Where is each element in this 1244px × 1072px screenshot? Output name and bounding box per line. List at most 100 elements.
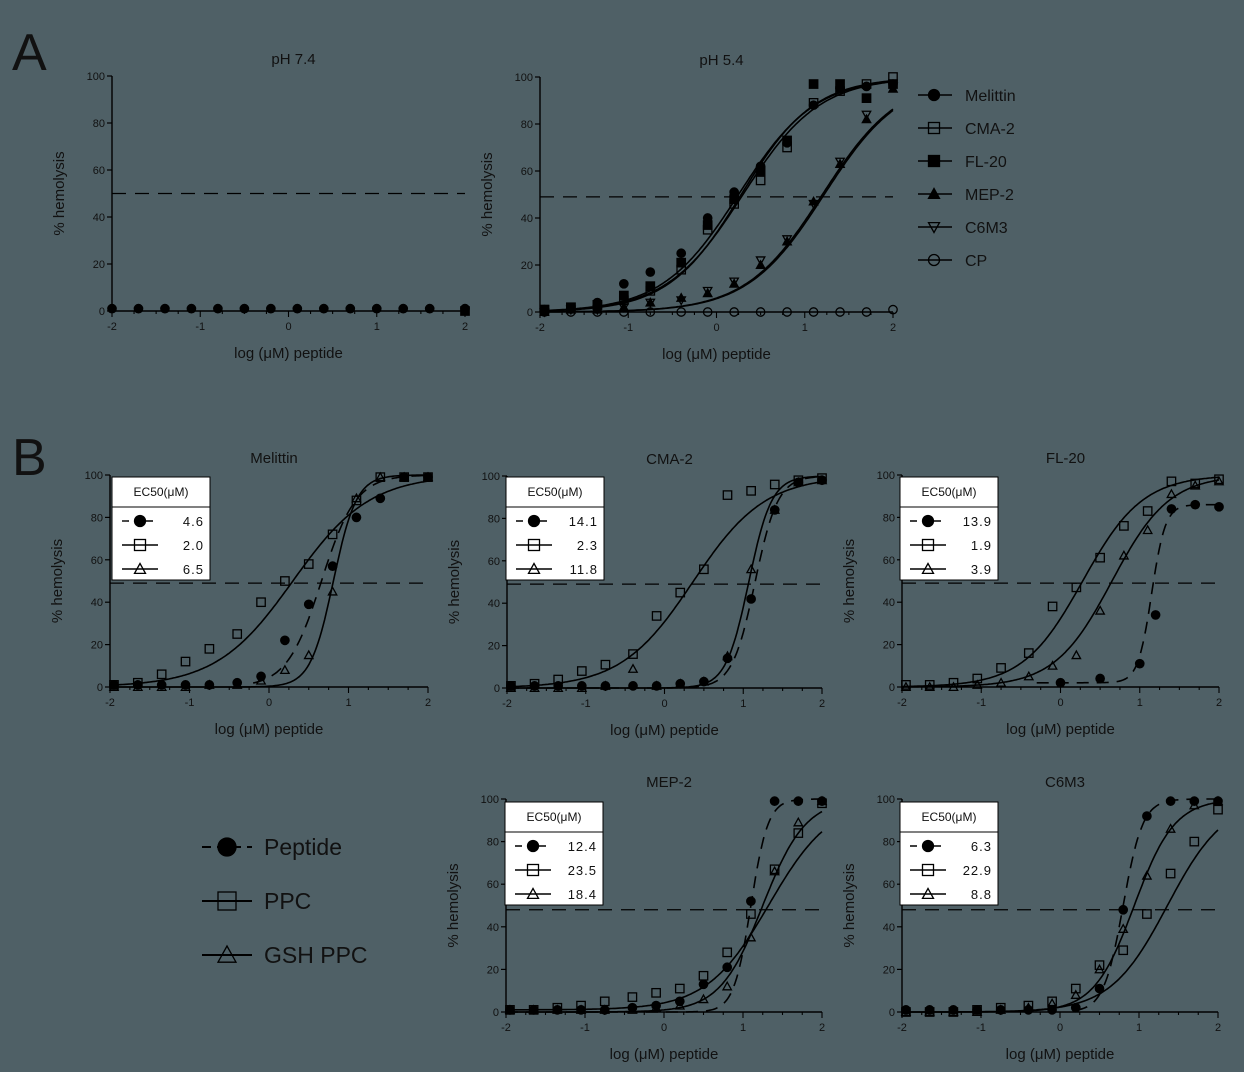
y-axis-label: % hemolysis [49,539,66,623]
data-point [398,471,410,482]
ec50-legend-marker [133,562,147,575]
data-point [702,286,713,297]
data-point [722,650,733,661]
ec50-legend: EC50(μM) 6.3 22.9 8.8 [899,801,999,906]
x-tick-label: -1 [185,697,195,709]
data-point [1118,945,1129,956]
x-tick-label: 1 [740,1022,746,1034]
chart-title: Melittin [250,450,298,467]
series-gsh-ppc [504,795,828,1014]
data-point [645,281,656,292]
data-point [1023,1002,1034,1012]
data-point [374,471,386,482]
ec50-value: 2.0 [183,538,204,553]
data-point [1212,795,1224,806]
ec50-legend-marker [133,514,147,528]
data-point [1213,804,1223,815]
data-point [645,267,656,277]
ec50-legend: EC50(μM) 4.6 2.0 6.5 [111,476,211,581]
ec50-value: 23.5 [568,863,597,878]
x-tick-label: -1 [976,697,986,709]
legend-label: GSH PPC [264,942,368,968]
fit-curve-peptide [1036,503,1219,684]
ec50-value: 11.8 [570,562,598,577]
data-point [808,79,819,89]
data-point [816,474,828,485]
data-point [327,561,338,572]
data-point [1214,474,1224,485]
data-point [318,303,329,314]
legend-label: MEP-2 [965,187,1014,204]
data-point [861,81,872,92]
data-point [1023,648,1034,658]
legend-marker [217,891,237,911]
data-point [627,992,638,1002]
data-point [156,681,167,692]
data-point [746,909,756,919]
legend-marker [927,187,941,200]
y-tick-label: 20 [521,260,533,272]
legend-label: Peptide [264,834,342,860]
plot-a-ph74: pH 7.4 0 20 40 60 80 100 -2 -1 0 1 2 log (μM) peptid… [51,51,470,362]
data-point [793,475,804,486]
y-tick-label: 80 [488,513,500,525]
x-axis-label: log (μM) peptide [234,345,343,362]
data-point [793,828,804,838]
data-point [808,98,819,108]
data-point [552,682,564,693]
y-tick-label: 100 [481,794,499,806]
data-point [1070,1002,1081,1013]
data-point [539,307,550,317]
data-point [1047,601,1058,612]
data-point [808,307,819,317]
data-point [676,307,687,317]
data-point [628,649,638,659]
data-point [1166,476,1177,487]
data-point [651,987,661,998]
ec50-legend: EC50(μM) 12.4 23.5 18.4 [504,801,604,906]
legend-label: CMA-2 [965,121,1015,138]
data-point [213,303,223,314]
y-tick-label: 20 [93,259,105,271]
y-tick-label: 20 [488,641,500,653]
data-point [924,680,935,690]
data-point [156,669,167,680]
data-point [698,676,710,686]
ec50-value: 6.5 [183,562,204,577]
y-tick-label: 80 [883,837,895,849]
data-point [204,679,215,689]
y-tick-label: 40 [521,213,533,225]
legend-item-mep-2: MEP-2 [918,187,1014,204]
data-point [861,93,872,103]
y-tick-label: 40 [883,922,895,934]
data-point [327,586,338,596]
data-point [422,471,434,482]
data-point [1047,996,1057,1007]
data-point [599,1004,611,1014]
y-axis-label: % hemolysis [841,863,858,947]
legend-marker [927,121,941,135]
x-tick-label: 0 [1057,697,1063,709]
x-tick-label: 1 [1137,697,1143,709]
data-point [1070,989,1082,999]
data-point [255,675,267,685]
data-point [729,194,740,205]
data-point [1118,550,1130,560]
data-point [755,175,766,186]
data-point [995,677,1007,687]
chart-title: pH 7.4 [271,51,315,68]
data-point [1190,478,1201,489]
ec50-legend: EC50(μM) 13.9 1.9 3.9 [899,476,999,581]
data-point [755,166,766,176]
data-point [107,303,117,314]
chart-title: CMA-2 [646,451,693,468]
data-point [1094,605,1106,615]
data-point [1166,488,1177,499]
ec50-legend: EC50(μM) 14.1 2.3 11.8 [505,476,605,581]
data-point [781,235,793,245]
data-point [279,664,291,675]
data-point [371,303,382,314]
data-point [529,682,540,693]
y-tick-label: 0 [527,307,533,319]
series-gsh-ppc [900,795,1224,1017]
